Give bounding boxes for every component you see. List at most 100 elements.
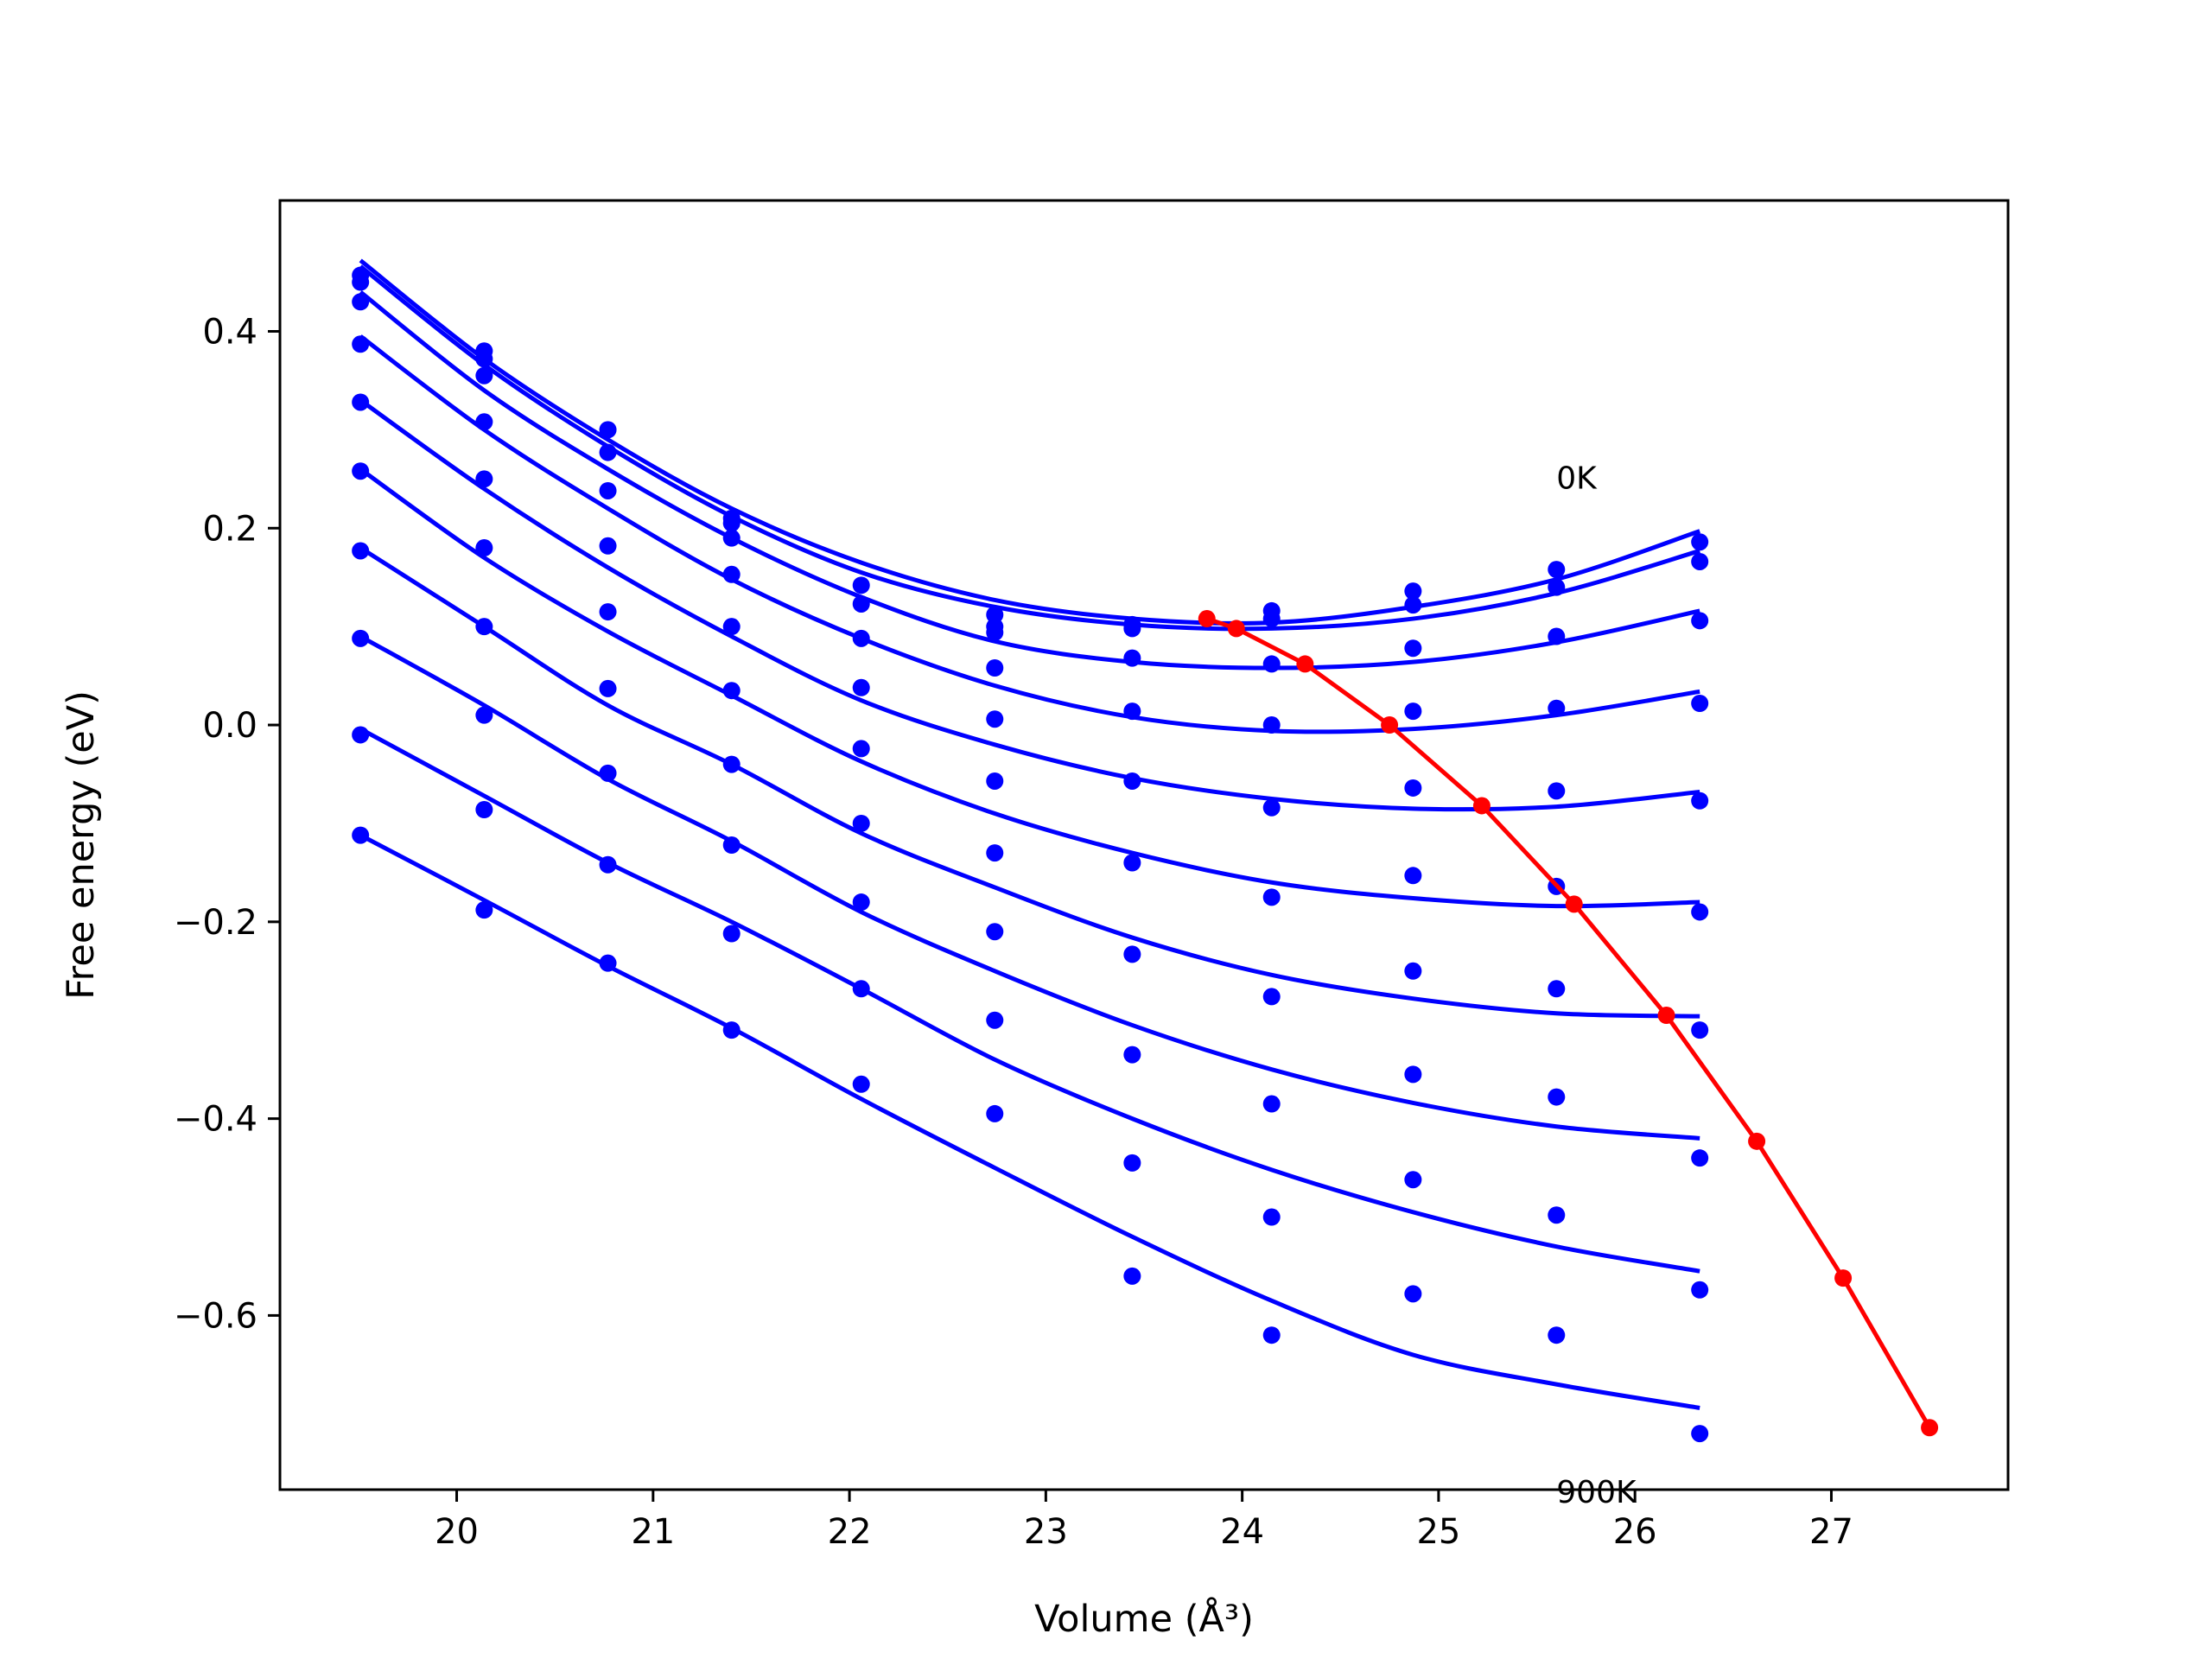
annotation-0k: 0K (1556, 461, 1598, 497)
data-point-s7-p7 (1262, 1095, 1281, 1113)
data-point-s6-p2 (599, 764, 617, 782)
data-point-s9-p6 (1123, 1267, 1141, 1285)
x-tick-label-4: 24 (1220, 1512, 1264, 1552)
data-point-s7-p2 (599, 855, 617, 874)
data-point-s0-p10 (1691, 533, 1709, 551)
data-point-s5-p6 (1123, 854, 1141, 872)
x-axis-label: Volume (Å³) (1034, 1597, 1254, 1641)
data-point-s5-p5 (986, 772, 1004, 790)
data-point-s5-p1 (475, 539, 493, 557)
minimum-point-4 (1472, 797, 1491, 815)
y-tick-label-2: −0.2 (174, 903, 257, 943)
fit-curve-4 (359, 398, 1700, 812)
data-point-s6-p4 (852, 893, 870, 912)
fit-curve-6 (359, 545, 1700, 1019)
data-point-s3-p10 (1691, 694, 1709, 712)
data-point-s7-p4 (852, 980, 870, 998)
x-tick-label-0: 20 (435, 1512, 479, 1552)
data-point-s0-p5 (986, 606, 1004, 624)
data-point-s2-p6 (1123, 649, 1141, 667)
data-point-s3-p7 (1262, 716, 1281, 734)
data-point-s6-p5 (986, 844, 1004, 862)
fit-curve-7 (359, 634, 1700, 1141)
x-tick-label-1: 21 (631, 1512, 675, 1552)
data-point-s7-p10 (1691, 1149, 1709, 1167)
data-point-s4-p0 (352, 393, 370, 411)
data-point-s6-p10 (1691, 1021, 1709, 1039)
data-point-s0-p8 (1404, 582, 1422, 601)
axis-ticks: 20 21 22 23 24 25 26 27 −0.6 −0.4 −0.2 0.0 0.2 0.4 (174, 312, 1853, 1552)
data-point-s8-p1 (475, 800, 493, 818)
data-point-s3-p5 (986, 658, 1004, 677)
fit-curve-5 (359, 467, 1700, 909)
data-layer (352, 258, 1939, 1443)
y-tick-label-3: 0.0 (202, 706, 257, 746)
data-point-s9-p0 (352, 826, 370, 844)
data-point-s8-p0 (352, 726, 370, 744)
x-tick-label-5: 25 (1416, 1512, 1460, 1552)
data-point-s7-p0 (352, 629, 370, 647)
data-point-s9-p5 (986, 1104, 1004, 1122)
data-point-s7-p9 (1548, 1088, 1566, 1106)
data-point-s4-p1 (475, 470, 493, 488)
data-point-s4-p8 (1404, 779, 1422, 797)
data-point-s2-p0 (352, 293, 370, 311)
minimum-point-5 (1565, 895, 1583, 913)
data-point-s4-p2 (599, 603, 617, 621)
minimum-point-1 (1227, 620, 1245, 638)
data-point-s7-p1 (475, 706, 493, 724)
y-tick-label-0: −0.6 (174, 1296, 257, 1336)
data-point-s5-p8 (1404, 867, 1422, 885)
data-point-s6-p1 (475, 618, 493, 636)
minimum-point-6 (1657, 1007, 1675, 1025)
data-point-s4-p3 (722, 618, 741, 636)
data-point-s1-p4 (852, 594, 870, 613)
data-point-s3-p4 (852, 678, 870, 696)
y-tick-label-4: 0.2 (202, 509, 257, 549)
data-point-s5-p7 (1262, 888, 1281, 906)
data-point-s3-p3 (722, 565, 741, 583)
data-point-s4-p10 (1691, 791, 1709, 810)
data-point-s2-p3 (722, 529, 741, 547)
y-tick-label-1: −0.4 (174, 1100, 257, 1140)
data-point-s1-p9 (1548, 578, 1566, 596)
data-point-s4-p4 (852, 740, 870, 758)
data-point-s1-p0 (352, 273, 370, 291)
data-point-s5-p10 (1691, 903, 1709, 921)
data-point-s9-p1 (475, 901, 493, 919)
data-point-s0-p4 (852, 576, 870, 594)
data-point-s1-p1 (475, 350, 493, 368)
minimum-point-9 (1921, 1419, 1939, 1437)
minimum-point-8 (1834, 1269, 1853, 1287)
data-point-s3-p0 (352, 335, 370, 353)
fit-curve-0 (359, 258, 1700, 626)
data-point-s3-p6 (1123, 702, 1141, 721)
data-point-s4-p9 (1548, 782, 1566, 800)
data-point-s6-p9 (1548, 980, 1566, 998)
data-point-s3-p2 (599, 537, 617, 555)
data-point-s8-p9 (1548, 1206, 1566, 1224)
y-axis-label: Free energy (eV) (60, 690, 103, 1000)
data-point-s8-p4 (852, 1075, 870, 1093)
data-point-s6-p6 (1123, 945, 1141, 963)
data-point-s7-p3 (722, 836, 741, 854)
data-point-s1-p3 (722, 514, 741, 532)
data-point-s8-p3 (722, 925, 741, 943)
minimum-point-3 (1381, 716, 1399, 734)
data-point-s8-p2 (599, 954, 617, 972)
data-point-s9-p10 (1691, 1425, 1709, 1443)
data-point-s2-p10 (1691, 612, 1709, 630)
data-point-s2-p5 (986, 623, 1004, 641)
data-point-s6-p0 (352, 542, 370, 560)
data-point-s9-p3 (722, 1021, 741, 1039)
data-point-s9-p7 (1262, 1326, 1281, 1344)
minimum-point-7 (1748, 1132, 1766, 1150)
x-tick-label-2: 22 (828, 1512, 872, 1552)
fit-curve-9 (359, 833, 1700, 1410)
minimum-point-2 (1296, 655, 1314, 673)
data-point-s1-p8 (1404, 596, 1422, 614)
data-point-s5-p3 (722, 682, 741, 700)
annotation-900k: 900K (1556, 1475, 1637, 1510)
minimum-line (1205, 616, 1932, 1429)
minimum-point-0 (1198, 610, 1216, 628)
